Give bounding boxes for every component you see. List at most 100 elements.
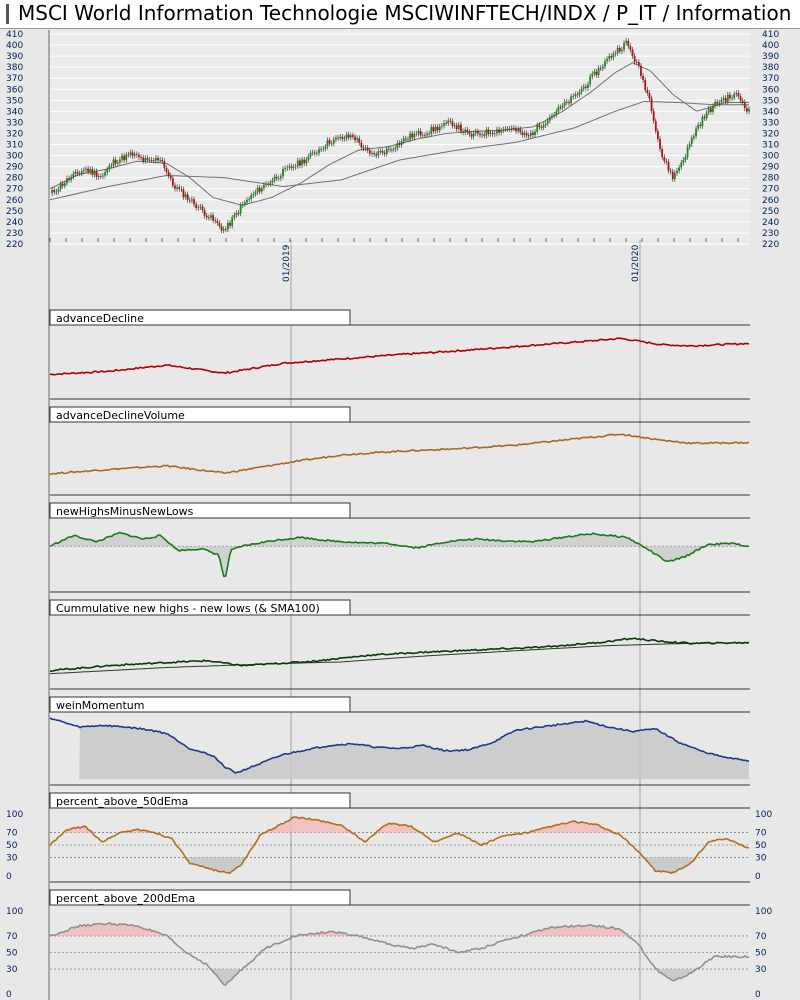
- candle-body: [282, 169, 284, 177]
- candle-body: [182, 189, 185, 198]
- panel-tick-right: 0: [755, 872, 761, 882]
- candle-body: [195, 204, 198, 208]
- candle-body: [445, 122, 447, 124]
- candle-body: [426, 133, 428, 136]
- candle-body: [642, 75, 644, 80]
- panel-tick-left: 30: [6, 853, 18, 863]
- candle-body: [227, 222, 229, 230]
- candle-body: [578, 91, 581, 95]
- candle-body: [284, 168, 287, 170]
- candle-body: [457, 124, 460, 130]
- candle-body: [720, 99, 723, 103]
- panel-tick-right: 70: [755, 829, 767, 839]
- candle-body: [551, 115, 553, 118]
- candle-body: [682, 159, 685, 163]
- price-tick-left: 320: [6, 129, 23, 139]
- candle-body: [229, 222, 231, 226]
- panel-tick-left: 30: [6, 965, 18, 975]
- candle-body: [339, 136, 342, 138]
- candle-body: [627, 40, 630, 47]
- candle-body: [527, 135, 530, 137]
- panel-tick-left: 100: [6, 810, 23, 820]
- candle-body: [582, 86, 585, 89]
- candle-body: [748, 108, 750, 112]
- candle-body: [506, 128, 509, 130]
- candle-body: [72, 173, 75, 177]
- candle-body: [432, 127, 435, 132]
- candle-body: [659, 139, 661, 149]
- candle-body: [644, 79, 647, 90]
- candle-body: [210, 215, 212, 218]
- candle-body: [260, 188, 263, 192]
- candle-body: [597, 68, 600, 76]
- candle-body: [538, 125, 541, 127]
- panel-label: Cummulative new highs - new lows (& SMA1…: [56, 602, 320, 615]
- candle-body: [739, 96, 742, 101]
- date-label-0: 01/2019: [282, 244, 292, 282]
- candle-body: [546, 120, 549, 124]
- candle-body: [686, 147, 689, 157]
- candle-body: [532, 132, 534, 135]
- candle-body: [102, 175, 104, 177]
- candle-body: [496, 129, 498, 134]
- overbought-fill: [50, 817, 749, 833]
- candle-body: [623, 43, 625, 50]
- candle-body: [167, 171, 170, 176]
- candle-body: [610, 56, 613, 58]
- candle-body: [487, 129, 490, 134]
- candle-body: [267, 183, 270, 185]
- candle-body: [544, 123, 547, 126]
- candle-body: [61, 183, 64, 186]
- candle-body: [476, 131, 479, 134]
- candle-body: [371, 153, 373, 154]
- price-tick-left: 290: [6, 163, 23, 173]
- candle-body: [243, 202, 246, 205]
- candle-body: [125, 154, 128, 161]
- candle-body: [563, 101, 566, 106]
- candle-body: [241, 204, 244, 206]
- price-tick-left: 390: [6, 52, 23, 62]
- candle-body: [97, 176, 100, 178]
- candle-body: [460, 124, 462, 132]
- candle-body: [462, 131, 464, 133]
- candle-body: [464, 129, 467, 133]
- candle-body: [680, 162, 683, 168]
- candle-body: [345, 134, 348, 139]
- candle-body: [707, 108, 710, 113]
- candle-body: [199, 206, 202, 208]
- candle-body: [288, 166, 291, 168]
- candle-body: [176, 187, 178, 189]
- candle-body: [722, 98, 725, 100]
- candle-body: [191, 199, 193, 201]
- candle-body: [633, 55, 636, 62]
- candle-body: [604, 61, 606, 67]
- candle-body: [709, 108, 712, 112]
- candle-body: [193, 199, 195, 205]
- candle-body: [618, 47, 621, 52]
- candle-body: [250, 195, 253, 200]
- candle-body: [216, 220, 219, 223]
- candle-body: [498, 129, 500, 133]
- panel-label-box: [49, 309, 351, 326]
- overbought-fill: [50, 922, 749, 936]
- candle-body: [271, 180, 274, 183]
- price-tick-right: 300: [762, 152, 779, 162]
- price-tick-left: 250: [6, 207, 23, 217]
- candle-body: [133, 154, 136, 156]
- panel-label: newHighsMinusNewLows: [56, 505, 194, 518]
- price-tick-right: 240: [762, 218, 779, 228]
- panel-tick-right: 50: [755, 949, 767, 959]
- candle-body: [224, 229, 227, 231]
- panel-tick-right: 70: [755, 932, 767, 942]
- candle-body: [315, 153, 318, 154]
- candle-body: [657, 131, 659, 140]
- candle-body: [409, 133, 411, 140]
- price-tick-right: 270: [762, 185, 779, 195]
- candle-body: [392, 149, 395, 151]
- candle-body: [629, 46, 632, 50]
- candle-body: [55, 191, 58, 193]
- candle-body: [396, 142, 399, 149]
- price-tick-right: 220: [762, 240, 779, 250]
- candle-body: [587, 84, 589, 88]
- candle-body: [731, 97, 733, 99]
